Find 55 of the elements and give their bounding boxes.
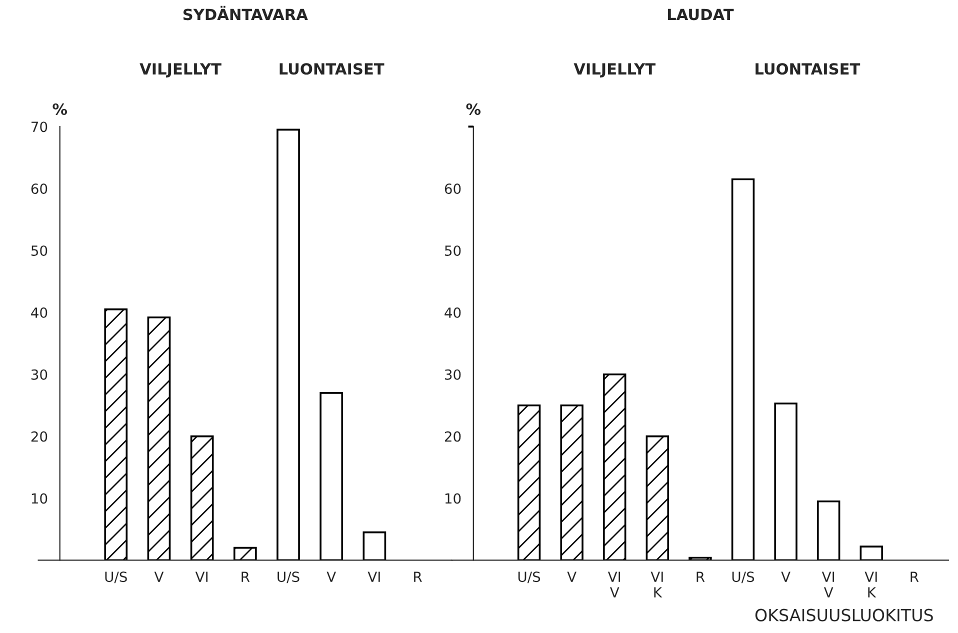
x-tick-label: V <box>326 572 336 582</box>
x-tick-label: VI V <box>822 572 834 598</box>
bar <box>233 546 257 560</box>
y-tick-label: 60 <box>444 184 461 194</box>
x-tick-label: VI K <box>650 572 663 598</box>
y-tick-label: 10 <box>445 493 461 504</box>
bar <box>646 435 670 560</box>
y-tick-label: 10 <box>32 493 48 504</box>
y-tick-label: 20 <box>444 431 461 442</box>
chart-title: SYDÄNTAVARA <box>183 6 308 20</box>
bar <box>276 128 300 560</box>
text: LUONTAISET <box>280 63 384 75</box>
x-tick-label: V <box>567 572 576 582</box>
x-tick-label: VI V <box>608 572 620 598</box>
x-tick-label: R <box>414 572 422 582</box>
x-tick-label: V <box>154 572 164 582</box>
x-tick-label: R <box>242 572 250 582</box>
y-tick-label: 20 <box>31 431 48 442</box>
y-tick-label: 40 <box>31 307 48 318</box>
bar <box>774 402 798 560</box>
bar <box>104 308 128 560</box>
bar <box>147 316 171 560</box>
bar <box>320 392 344 560</box>
y-axis-title: % <box>466 103 481 115</box>
x-tick-label: VI <box>195 572 208 582</box>
y-tick-label: 70 <box>32 122 48 132</box>
bar <box>517 404 541 560</box>
text: LUONTAISET <box>756 63 860 75</box>
bar <box>731 178 755 560</box>
x-axis-title: OKSAISUUSLUOKITUS <box>755 608 933 622</box>
y-tick-label: 50 <box>444 245 461 256</box>
y-tick-label: 40 <box>444 307 461 318</box>
chart-title: LAUDAT <box>668 8 734 20</box>
x-tick-label: VI K <box>864 572 877 598</box>
x-tick-label: R <box>696 572 705 582</box>
bar <box>816 500 840 560</box>
x-tick-label: U/S <box>105 572 127 584</box>
bar <box>603 373 626 560</box>
x-tick-label: R <box>910 572 919 582</box>
x-tick-label: VI <box>368 572 380 582</box>
bar <box>860 546 883 560</box>
y-tick-label: 30 <box>31 369 48 380</box>
y-tick-label: 60 <box>31 184 48 194</box>
bar <box>362 531 386 560</box>
text: VILJELLYT <box>574 63 656 78</box>
bar <box>560 404 584 560</box>
x-tick-label: U/S <box>278 572 300 584</box>
y-tick-label: 30 <box>444 369 461 380</box>
y-axis-title: % <box>52 103 68 115</box>
text: VILJELLYT <box>140 63 222 78</box>
x-tick-label: U/S <box>732 572 754 584</box>
y-tick-label: 50 <box>31 245 48 256</box>
x-tick-label: V <box>781 572 790 582</box>
bar <box>190 435 214 560</box>
x-tick-label: U/S <box>518 572 540 584</box>
